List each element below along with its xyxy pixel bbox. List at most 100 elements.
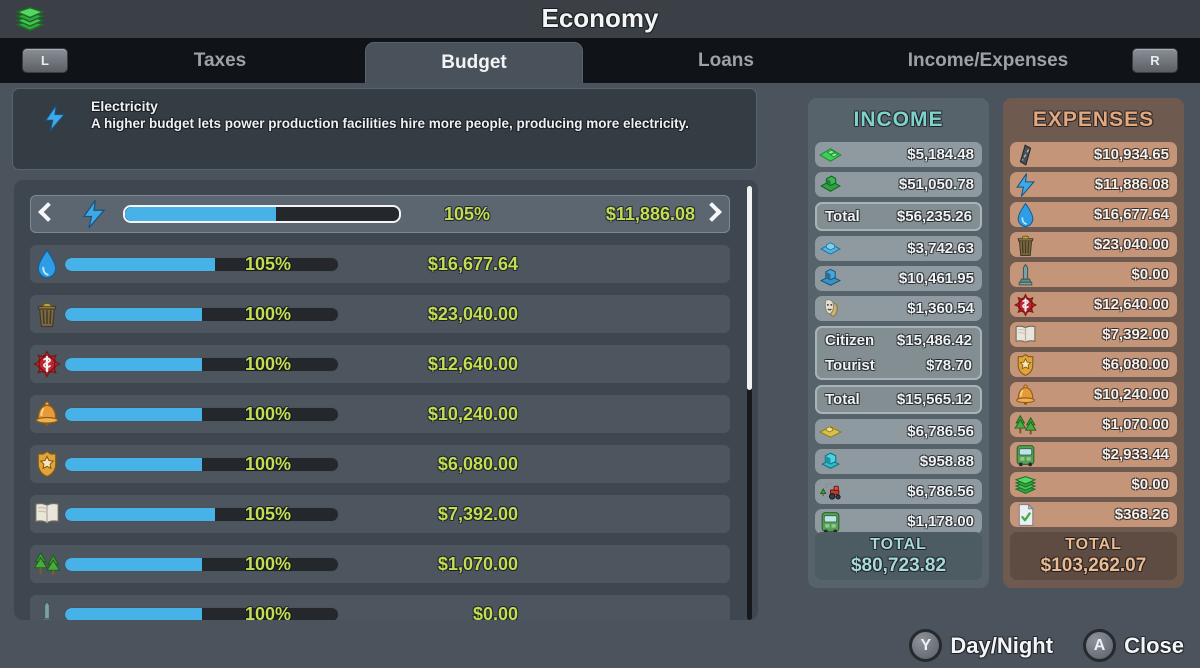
budget-slider[interactable] [64, 306, 339, 322]
water-icon [32, 249, 62, 279]
expense-row: $10,240.00 [1010, 382, 1177, 407]
income-row-value: $1,178.00 [907, 513, 974, 530]
bus-icon [818, 509, 843, 534]
budget-percent: 105% [443, 203, 491, 224]
slider-fill [65, 557, 202, 571]
income-panel: INCOME $5,184.48 $51,050.78 [808, 98, 989, 588]
shoulder-button-l[interactable]: L [22, 48, 68, 73]
decrease-budget-button[interactable] [31, 205, 65, 224]
education-icon [1013, 322, 1038, 347]
income-row-value: $5,184.48 [907, 146, 974, 163]
budget-percent: 100% [244, 353, 292, 374]
budget-row[interactable]: 105% $11,886.08 [30, 195, 730, 233]
a-button-icon[interactable]: A [1083, 629, 1117, 662]
income-row: $5,184.48 [815, 142, 982, 167]
income-row-label: Total [825, 208, 860, 225]
button-hints: Y Day/Night A Close [909, 629, 1184, 662]
budget-row[interactable]: 100% $10,240.00 [30, 395, 730, 433]
expense-row: $23,040.00 [1010, 232, 1177, 257]
income-row: $958.88 [815, 449, 982, 474]
police-icon [1013, 352, 1038, 377]
income-row-value: $10,461.95 [898, 270, 974, 287]
expense-row: $0.00 [1010, 262, 1177, 287]
income-total: TOTAL $80,723.82 [815, 532, 982, 580]
budget-percent: 100% [244, 403, 292, 424]
budget-slider[interactable] [123, 205, 401, 223]
info-description: A higher budget lets power production fa… [91, 116, 689, 131]
budget-row[interactable]: 100% $12,640.00 [30, 345, 730, 383]
budget-value: $11,886.08 [605, 203, 695, 224]
slider-fill [65, 257, 216, 271]
income-row-value: $15,565.12 [896, 391, 972, 408]
income-total-value: $80,723.82 [850, 555, 947, 576]
budget-slider[interactable] [64, 406, 339, 422]
increase-budget-button[interactable] [695, 205, 729, 224]
expense-row-value: $23,040.00 [1093, 236, 1169, 253]
tab-taxes[interactable]: Taxes [193, 49, 247, 71]
slider-fill [65, 307, 202, 321]
residential-low-icon [818, 142, 843, 167]
income-row: Citizen $15,486.42 Tourist $78.70 [815, 326, 982, 380]
parks-icon [1013, 412, 1038, 437]
titlebar: Economy [0, 0, 1200, 39]
budget-row[interactable]: 100% $23,040.00 [30, 295, 730, 333]
expense-row-value: $7,392.00 [1102, 326, 1169, 343]
electricity-icon [41, 100, 69, 136]
expense-row-value: $2,933.44 [1102, 446, 1169, 463]
expense-row-value: $12,640.00 [1093, 296, 1169, 313]
expense-row: $7,392.00 [1010, 322, 1177, 347]
shoulder-button-r[interactable]: R [1132, 48, 1178, 73]
expense-row: $368.26 [1010, 502, 1177, 527]
slider-fill [65, 357, 202, 371]
budget-value: $10,240.00 [427, 403, 518, 424]
budget-row[interactable]: 100% $0.00 [30, 595, 730, 620]
budget-row[interactable]: 100% $6,080.00 [30, 445, 730, 483]
tab-income-expenses[interactable]: Income/Expenses [907, 49, 1069, 71]
electricity-icon [1013, 172, 1038, 197]
budget-slider[interactable] [64, 356, 339, 372]
day-night-label: Day/Night [950, 632, 1054, 658]
police-icon [32, 449, 62, 479]
tab-loans[interactable]: Loans [698, 49, 754, 71]
residential-high-icon [818, 172, 843, 197]
income-title: INCOME [853, 108, 944, 131]
y-button-icon[interactable]: Y [909, 629, 943, 662]
budget-slider[interactable] [64, 506, 339, 522]
expenses-rows: $10,934.65 $11,886.08 $16,677.64 [1010, 142, 1177, 527]
day-night-button[interactable]: Y Day/Night [909, 629, 1053, 662]
income-row-value: $6,786.56 [907, 483, 974, 500]
education-icon [32, 499, 62, 529]
income-row: $3,742.63 [815, 236, 982, 261]
budget-row[interactable]: 105% $16,677.64 [30, 245, 730, 283]
expenses-total-value: $103,262.07 [1040, 555, 1147, 576]
close-button[interactable]: A Close [1083, 629, 1184, 662]
expense-row-value: $11,886.08 [1094, 176, 1169, 193]
income-row-value: $3,742.63 [907, 240, 974, 257]
budget-row[interactable]: 100% $1,070.00 [30, 545, 730, 583]
budget-value: $23,040.00 [427, 303, 518, 324]
expense-row-value: $1,070.00 [1102, 416, 1169, 433]
money-icon [1013, 472, 1038, 497]
budget-value: $12,640.00 [427, 353, 518, 374]
budget-slider[interactable] [64, 556, 339, 572]
expenses-total: TOTAL $103,262.07 [1010, 532, 1177, 580]
budget-row[interactable]: 105% $7,392.00 [30, 495, 730, 533]
income-row: $51,050.78 [815, 172, 982, 197]
income-rows: $5,184.48 $51,050.78 Total $56,235.26 [815, 142, 982, 534]
income-row-value2: $78.70 [926, 357, 972, 374]
road-icon [1013, 142, 1038, 167]
budget-percent: 100% [244, 303, 292, 324]
expense-row-value: $6,080.00 [1102, 356, 1169, 373]
leisure-icon [818, 296, 843, 321]
electricity-icon [79, 199, 109, 229]
expense-row-value: $10,934.65 [1093, 146, 1169, 163]
budget-slider[interactable] [64, 456, 339, 472]
tab-budget[interactable]: Budget [365, 42, 583, 83]
income-row: $1,360.54 [815, 296, 982, 321]
budget-slider[interactable] [64, 256, 339, 272]
budget-slider[interactable] [64, 606, 339, 620]
expense-row: $0.00 [1010, 472, 1177, 497]
expense-row-value: $368.26 [1114, 506, 1169, 523]
scrollbar-thumb[interactable] [747, 186, 752, 390]
scrollbar[interactable] [747, 186, 752, 620]
